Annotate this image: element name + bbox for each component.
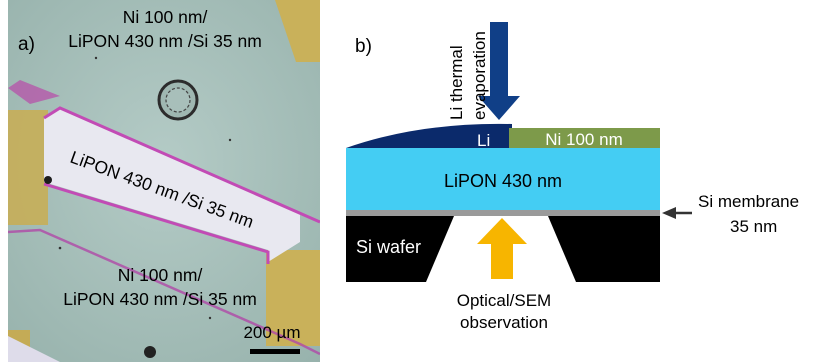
observation-label-line2: observation [460, 313, 548, 332]
nickel-layer [509, 128, 660, 148]
top-region-line2: LiPON 430 nm /Si 35 nm [68, 31, 262, 51]
gold-pad-right-lower [266, 250, 320, 346]
evaporation-label-line1: Li thermal [447, 45, 466, 120]
evaporation-arrow-shaft [490, 22, 508, 98]
lipon-stripe [44, 108, 300, 262]
gold-pad-top-right [275, 0, 320, 62]
scale-bar [250, 349, 300, 354]
stripe-edge-lower [8, 228, 320, 356]
stripe-upper-edge [8, 80, 60, 104]
speck [208, 316, 212, 320]
lithium-label: Li [477, 131, 490, 150]
nickel-label: Ni 100 nm [545, 130, 622, 149]
bottom-region-line1: Ni 100 nm/ [118, 265, 203, 285]
speck [228, 138, 232, 142]
speck [144, 346, 156, 358]
si-wafer-right [548, 216, 660, 282]
bottom-stripe [8, 336, 60, 362]
stripe-edge-bottom [43, 182, 270, 264]
round-defect-inner [165, 87, 191, 113]
membrane-pointer-head [662, 207, 676, 219]
observation-label-line1: Optical/SEM [457, 291, 551, 310]
micrograph-panel: a) Ni 100 nm/ LiPON 430 nm /Si 35 nm LiP… [8, 0, 320, 362]
observation-arrow-head [477, 218, 527, 244]
speck [58, 246, 62, 250]
schematic-panel: b) Li thermal evaporation Li Ni 100 nm L… [346, 22, 799, 332]
scale-bar-label: 200 µm [243, 323, 300, 342]
lithium-layer [346, 123, 512, 148]
stripe-edge-top [43, 106, 320, 224]
panel-b-label: b) [355, 36, 372, 57]
bottom-region-line2: LiPON 430 nm /Si 35 nm [63, 289, 257, 309]
gold-pad-left-upper [8, 110, 48, 225]
top-region-line1: Ni 100 nm/ [123, 7, 208, 27]
speck [94, 56, 98, 60]
si-wafer-left [346, 216, 454, 282]
membrane-label-line2: 35 nm [730, 217, 777, 236]
lipon-layer [346, 148, 660, 210]
si-membrane-layer [346, 210, 660, 216]
si-wafer-label: Si wafer [356, 237, 421, 257]
evaporation-arrow-head [478, 96, 520, 120]
membrane-label-line1: Si membrane [698, 192, 799, 211]
evaporation-label-line2: evaporation [470, 31, 489, 120]
panel-a-label: a) [18, 34, 35, 55]
speck [44, 176, 52, 184]
lipon-label: LiPON 430 nm [444, 171, 562, 191]
observation-arrow-shaft [491, 243, 513, 279]
